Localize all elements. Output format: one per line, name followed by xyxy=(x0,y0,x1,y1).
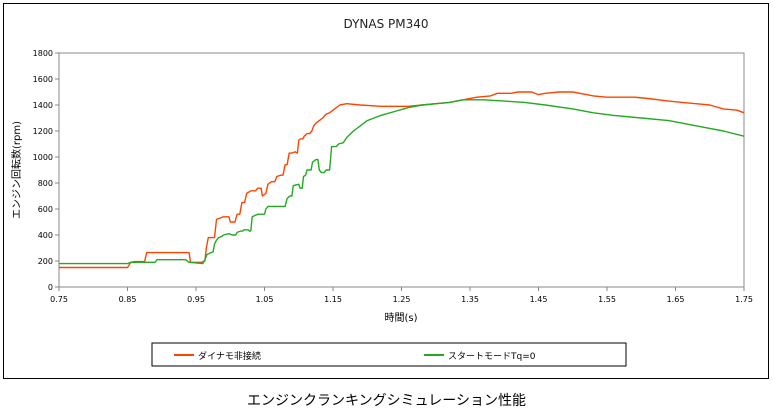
legend: ダイナモ非接続 スタートモードTq=0 xyxy=(174,350,536,362)
y-tick-label: 600 xyxy=(38,205,53,214)
series-line-1 xyxy=(59,99,745,265)
plot-area xyxy=(58,52,745,288)
legend-label-0: ダイナモ非接続 xyxy=(198,350,261,362)
figure-caption: エンジンクランキングシミュレーション性能 xyxy=(246,393,527,409)
x-tick-label: 1.05 xyxy=(256,295,274,304)
y-tick-label: 400 xyxy=(38,231,53,240)
x-tick-label: 1.45 xyxy=(530,295,548,304)
y-tick-label: 1000 xyxy=(33,153,53,162)
x-tick-label: 1.35 xyxy=(461,295,479,304)
x-tick-label: 0.85 xyxy=(119,295,137,304)
x-tick-label: 1.75 xyxy=(735,295,753,304)
chart-svg: DYNAS PM340 0 200 400 600 800 1000 1200 1400 160… xyxy=(10,17,753,367)
x-tick-label: 0.95 xyxy=(187,295,205,304)
y-tick-label: 0 xyxy=(48,283,53,292)
y-tick-label: 200 xyxy=(38,257,53,266)
x-tick-label: 1.25 xyxy=(393,295,411,304)
legend-label-1: スタートモードTq=0 xyxy=(448,351,536,362)
chart-frame: DYNAS PM340 0 200 400 600 800 1000 1200 1400 160… xyxy=(3,3,769,379)
y-tick-label: 1800 xyxy=(33,49,53,58)
chart-title: DYNAS PM340 xyxy=(343,17,428,31)
x-axis-ticks: 0.75 0.85 0.95 1.05 1.15 1.25 1.35 1.45 1.55 1.65… xyxy=(50,287,753,304)
y-tick-label: 1400 xyxy=(33,101,53,110)
x-tick-label: 1.65 xyxy=(667,295,685,304)
series-line-0 xyxy=(59,91,745,269)
y-axis-label: エンジン回転数(rpm) xyxy=(10,121,23,219)
x-tick-label: 0.75 xyxy=(50,295,68,304)
y-axis-ticks: 0 200 400 600 800 1000 1200 1400 1600 1800 xyxy=(33,49,59,292)
series-layer xyxy=(59,91,745,269)
y-tick-label: 1200 xyxy=(33,127,53,136)
y-tick-label: 1600 xyxy=(33,75,53,84)
x-tick-label: 1.55 xyxy=(598,295,616,304)
x-axis-label: 時間(s) xyxy=(384,312,417,324)
x-tick-label: 1.15 xyxy=(324,295,342,304)
legend-box xyxy=(151,342,627,367)
y-tick-label: 800 xyxy=(38,179,53,188)
